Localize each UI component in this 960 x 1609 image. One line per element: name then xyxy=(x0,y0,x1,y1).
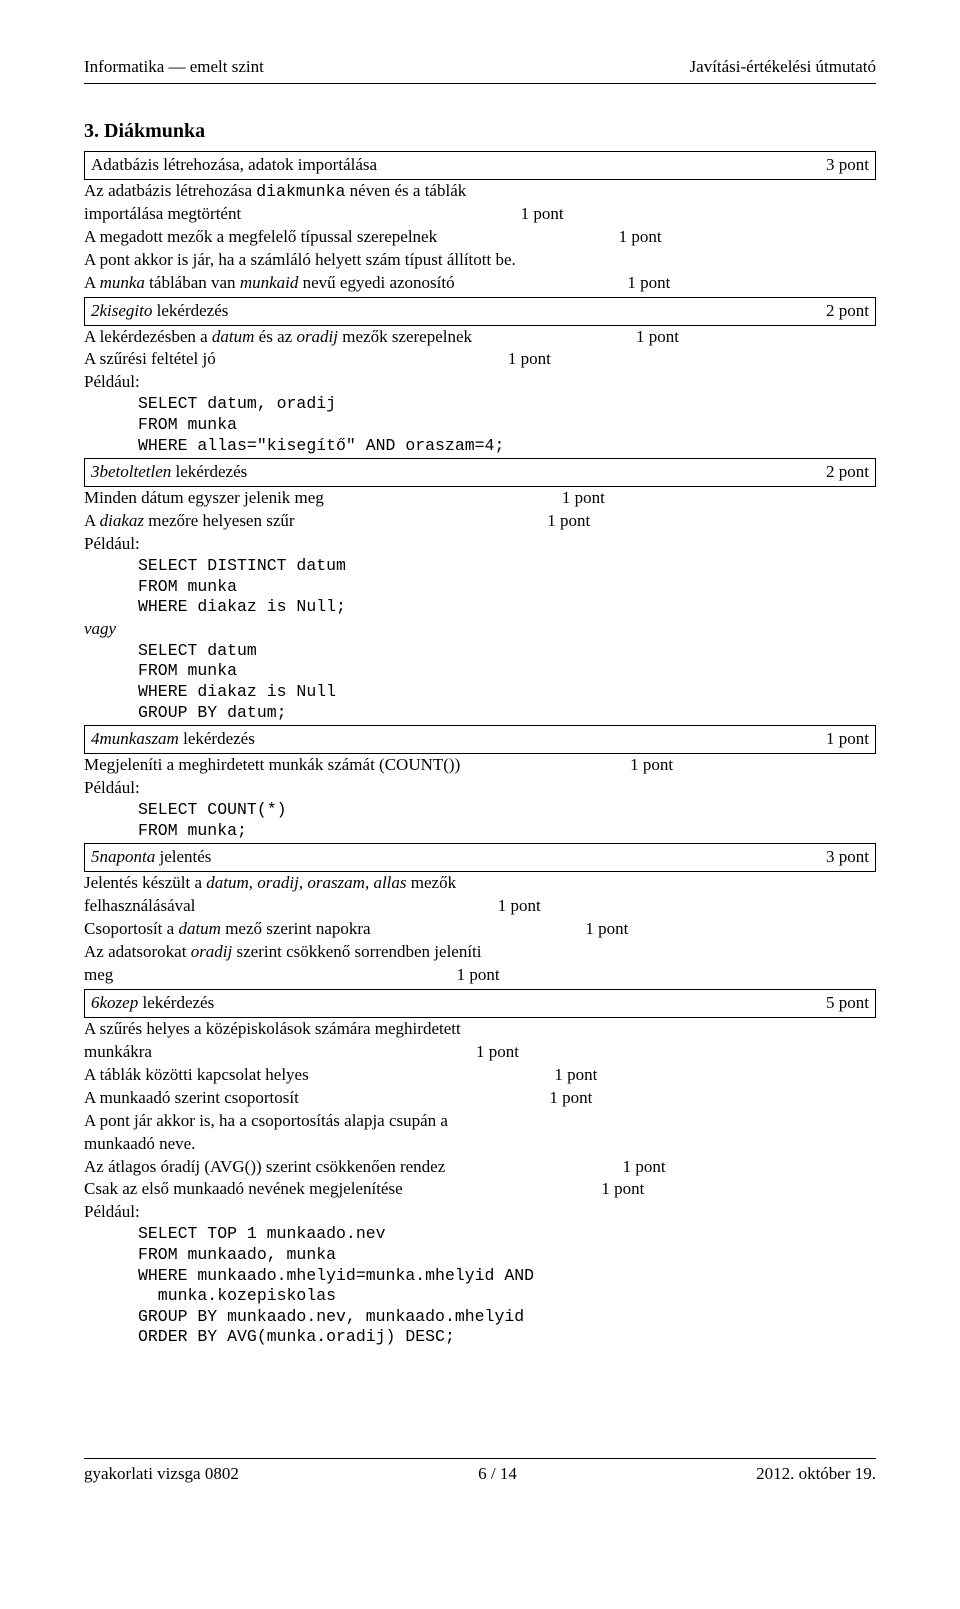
row-mid-points: 1 pont xyxy=(603,754,673,777)
boxed-points: 2 pont xyxy=(799,300,869,323)
code-block: SELECT datum, oradij FROM munka WHERE al… xyxy=(84,394,876,456)
row-mid-points: 1 pont xyxy=(522,1087,592,1110)
body-row: Az adatsorokat oradij szerint csökkenő s… xyxy=(84,941,876,964)
row-text: A pont akkor is jár, ha a számláló helye… xyxy=(84,249,526,272)
example-label: Például: xyxy=(84,777,876,800)
boxed-left: 3betoltetlen lekérdezés xyxy=(91,461,799,484)
header-left: Informatika — emelt szint xyxy=(84,56,264,79)
boxed-heading: Adatbázis létrehozása, adatok importálás… xyxy=(84,151,876,180)
boxed-left: 4munkaszam lekérdezés xyxy=(91,728,799,751)
boxed-heading: 4munkaszam lekérdezés1 pont xyxy=(84,725,876,754)
row-mid-points: 1 pont xyxy=(449,1041,519,1064)
row-text: Megjeleníti a meghirdetett munkák számát… xyxy=(84,754,470,777)
boxed-points: 1 pont xyxy=(799,728,869,751)
example-label: Például: xyxy=(84,371,876,394)
row-mid-points: 1 pont xyxy=(558,918,628,941)
row-text: A diakaz mezőre helyesen szűr xyxy=(84,510,305,533)
row-text: munkákra xyxy=(84,1041,162,1064)
row-text: Az adatbázis létrehozása diakmunka néven… xyxy=(84,180,476,203)
row-mid-points: 1 pont xyxy=(430,964,500,987)
row-text: Az átlagos óradíj (AVG()) szerint csökke… xyxy=(84,1156,455,1179)
row-mid-points: 1 pont xyxy=(481,348,551,371)
row-text: Minden dátum egyszer jelenik meg xyxy=(84,487,334,510)
body-row: A pont jár akkor is, ha a csoportosítás … xyxy=(84,1110,876,1133)
boxed-left: 6kozep lekérdezés xyxy=(91,992,799,1015)
code-block: SELECT datum FROM munka WHERE diakaz is … xyxy=(84,641,876,724)
boxed-heading: 5naponta jelentés3 pont xyxy=(84,843,876,872)
row-text: A megadott mezők a megfelelő típussal sz… xyxy=(84,226,447,249)
boxed-heading: 3betoltetlen lekérdezés2 pont xyxy=(84,458,876,487)
boxed-left: 2kisegito lekérdezés xyxy=(91,300,799,323)
section-title: 3. Diákmunka xyxy=(84,118,876,145)
row-text: munkaadó neve. xyxy=(84,1133,205,1156)
footer-center: 6 / 14 xyxy=(478,1463,517,1486)
body-row: Megjeleníti a meghirdetett munkák számát… xyxy=(84,754,876,777)
row-mid-points: 1 pont xyxy=(520,510,590,533)
row-mid-points: 1 pont xyxy=(600,272,670,295)
boxed-left: 5naponta jelentés xyxy=(91,846,799,869)
boxed-left: Adatbázis létrehozása, adatok importálás… xyxy=(91,154,799,177)
body-row: A lekérdezésben a datum és az oradij mez… xyxy=(84,326,876,349)
body-row: A megadott mezők a megfelelő típussal sz… xyxy=(84,226,876,249)
body-row: A diakaz mezőre helyesen szűr 1 pont xyxy=(84,510,876,533)
body-row: A munka táblában van munkaid nevű egyedi… xyxy=(84,272,876,295)
row-mid-points: 1 pont xyxy=(471,895,541,918)
body-row: Minden dátum egyszer jelenik meg 1 pont xyxy=(84,487,876,510)
row-mid-points: 1 pont xyxy=(535,487,605,510)
header-right: Javítási-értékelési útmutató xyxy=(690,56,876,79)
body-row: Jelentés készült a datum, oradij, orasza… xyxy=(84,872,876,895)
row-text: meg xyxy=(84,964,123,987)
code-block: SELECT DISTINCT datum FROM munka WHERE d… xyxy=(84,556,876,618)
body-row: importálása megtörtént 1 pont xyxy=(84,203,876,226)
code-block: SELECT TOP 1 munkaado.nev FROM munkaado,… xyxy=(84,1224,876,1348)
boxed-points: 5 pont xyxy=(799,992,869,1015)
boxed-points: 3 pont xyxy=(799,846,869,869)
body-row: munkákra 1 pont xyxy=(84,1041,876,1064)
footer-right: 2012. október 19. xyxy=(756,1463,876,1486)
row-text: Jelentés készült a datum, oradij, orasza… xyxy=(84,872,466,895)
row-text: importálása megtörtént xyxy=(84,203,251,226)
example-label: Például: xyxy=(84,533,876,556)
row-text: Csak az első munkaadó nevének megjelenít… xyxy=(84,1178,413,1201)
row-mid-points: 1 pont xyxy=(574,1178,644,1201)
row-text: A pont jár akkor is, ha a csoportosítás … xyxy=(84,1110,458,1133)
page-footer: gyakorlati vizsga 0802 6 / 14 2012. októ… xyxy=(84,1458,876,1486)
body-row: A táblák közötti kapcsolat helyes 1 pont xyxy=(84,1064,876,1087)
code-block: SELECT COUNT(*) FROM munka; xyxy=(84,800,876,841)
row-text: felhasználásával xyxy=(84,895,205,918)
row-mid-points: 1 pont xyxy=(596,1156,666,1179)
row-mid-points: 1 pont xyxy=(527,1064,597,1087)
body-row: munkaadó neve. xyxy=(84,1133,876,1156)
body-row: Az átlagos óradíj (AVG()) szerint csökke… xyxy=(84,1156,876,1179)
boxed-heading: 2kisegito lekérdezés2 pont xyxy=(84,297,876,326)
example-label: Például: xyxy=(84,1201,876,1224)
row-text: A táblák közötti kapcsolat helyes xyxy=(84,1064,319,1087)
body-row: A szűrés helyes a középiskolások számára… xyxy=(84,1018,876,1041)
body-row: felhasználásával 1 pont xyxy=(84,895,876,918)
body-row: A pont akkor is jár, ha a számláló helye… xyxy=(84,249,876,272)
boxed-points: 2 pont xyxy=(799,461,869,484)
page-header: Informatika — emelt szint Javítási-érték… xyxy=(84,56,876,84)
row-text: A lekérdezésben a datum és az oradij mez… xyxy=(84,326,482,349)
row-text: Az adatsorokat oradij szerint csökkenő s… xyxy=(84,941,492,964)
body-row: A szűrési feltétel jó 1 pont xyxy=(84,348,876,371)
row-text: A munka táblában van munkaid nevű egyedi… xyxy=(84,272,465,295)
body-row: meg 1 pont xyxy=(84,964,876,987)
body-row: Az adatbázis létrehozása diakmunka néven… xyxy=(84,180,876,203)
row-mid-points: 1 pont xyxy=(592,226,662,249)
row-text: A szűrés helyes a középiskolások számára… xyxy=(84,1018,471,1041)
content-body: Adatbázis létrehozása, adatok importálás… xyxy=(84,151,876,1348)
boxed-points: 3 pont xyxy=(799,154,869,177)
row-text: A munkaadó szerint csoportosít xyxy=(84,1087,309,1110)
body-row: Csoportosít a datum mező szerint napokra… xyxy=(84,918,876,941)
row-text: Csoportosít a datum mező szerint napokra xyxy=(84,918,381,941)
boxed-heading: 6kozep lekérdezés5 pont xyxy=(84,989,876,1018)
footer-left: gyakorlati vizsga 0802 xyxy=(84,1463,239,1486)
row-mid-points: 1 pont xyxy=(609,326,679,349)
or-label: vagy xyxy=(84,618,876,641)
body-row: A munkaadó szerint csoportosít 1 pont xyxy=(84,1087,876,1110)
row-text: A szűrési feltétel jó xyxy=(84,348,226,371)
row-mid-points: 1 pont xyxy=(494,203,564,226)
body-row: Csak az első munkaadó nevének megjelenít… xyxy=(84,1178,876,1201)
